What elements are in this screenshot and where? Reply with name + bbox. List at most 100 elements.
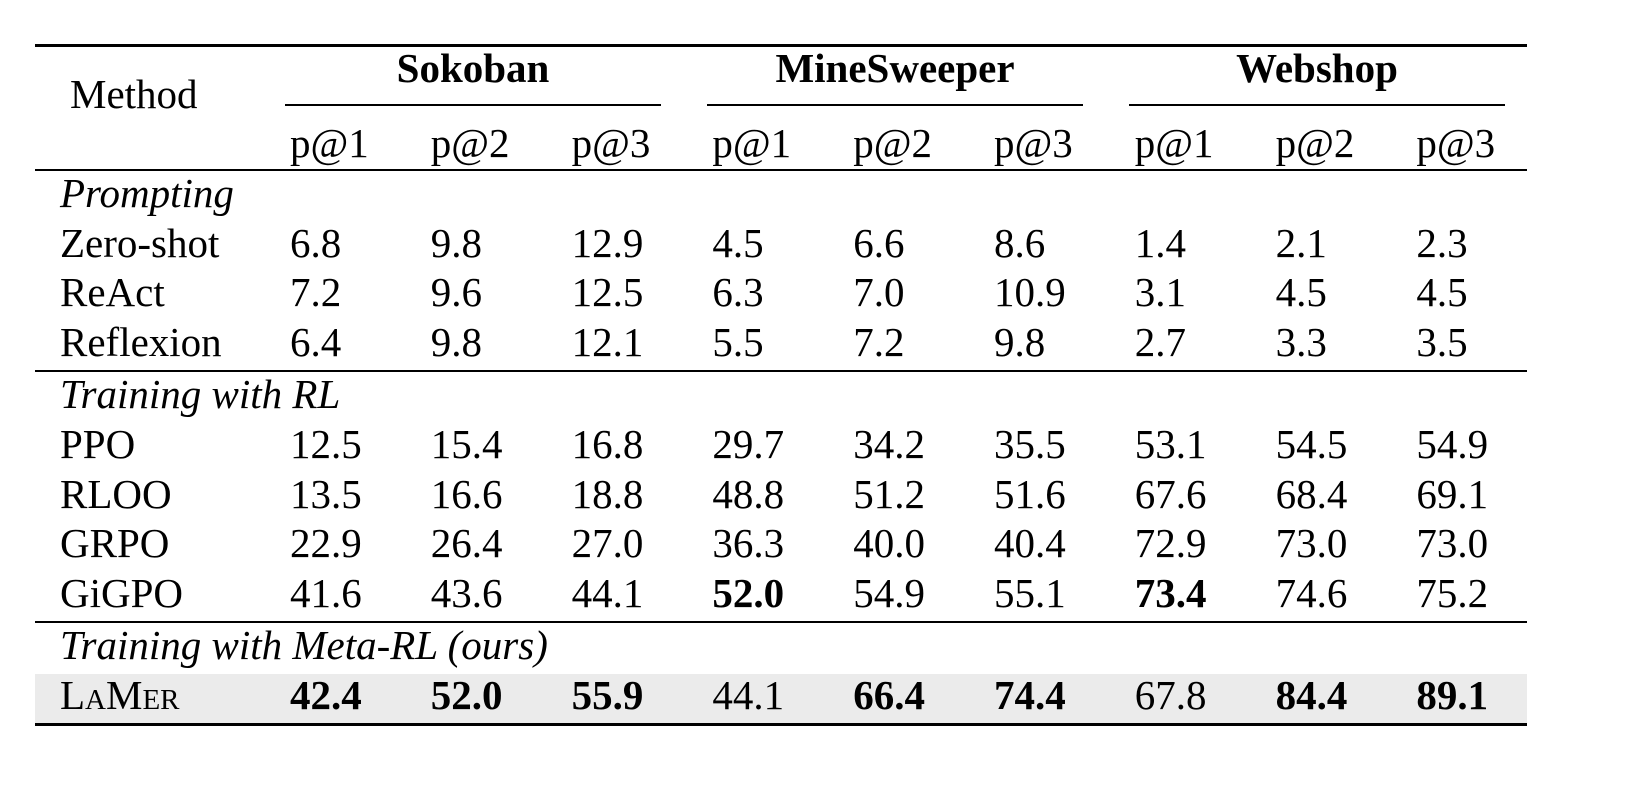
cell-value: 69.1 [1416,470,1489,517]
cell-value: 27.0 [571,520,644,567]
cell-value: 6.6 [853,219,905,266]
cell-value: 74.6 [1275,569,1348,616]
cell-value: 73.0 [1275,520,1348,567]
cell-value: 4.5 [712,219,764,266]
cell-value: 40.0 [853,520,925,567]
cell-value: 2.3 [1416,219,1468,266]
cell-value: 41.6 [290,569,362,616]
group-header: Webshop [1236,45,1398,91]
column-header: p@2 [1275,120,1355,166]
cell-value: 73.0 [1416,520,1489,567]
cell-value: 12.1 [571,319,644,366]
cell-value: 10.9 [994,269,1066,316]
cell-value: 34.2 [853,420,925,467]
method-header: Method [70,71,198,117]
cell-value: 7.2 [290,269,342,316]
column-header: p@1 [1134,120,1214,166]
cell-value: 3.3 [1275,319,1327,366]
method-name: LaMer [60,671,180,718]
cell-value: 9.8 [430,219,483,266]
header-rule [35,169,1527,171]
group-rule [285,104,661,106]
cell-value: 36.3 [712,520,785,567]
cell-value: 16.8 [571,420,644,467]
method-name: ReAct [60,269,165,316]
cell-value: 6.4 [290,319,342,366]
cell-value: 40.4 [994,520,1066,567]
cell-value: 15.4 [430,420,503,467]
group-header: MineSweeper [775,45,1015,91]
section-rule [35,370,1527,373]
column-header: p@2 [430,120,510,166]
cell-value: 44.1 [712,671,785,718]
method-name: GiGPO [60,569,184,616]
column-header: p@3 [571,120,651,166]
cell-value: 13.5 [290,470,362,517]
cell-value: 8.6 [994,219,1046,266]
cell-value: 2.1 [1275,219,1327,266]
method-name: Reflexion [60,319,222,366]
section-rule [35,620,1527,623]
cell-value: 44.1 [571,569,644,616]
cell-value: 43.6 [430,569,503,616]
cell-value: 4.5 [1416,269,1468,316]
cell-value: 84.4 [1275,671,1348,718]
cell-value: 54.9 [853,569,925,616]
cell-value: 29.7 [712,420,785,467]
cell-value: 48.8 [712,470,785,517]
cell-value: 74.4 [994,671,1066,718]
cell-value: 67.8 [1134,671,1207,718]
cell-value: 4.5 [1275,269,1327,316]
method-name: RLOO [60,470,172,517]
cell-value: 72.9 [1134,520,1207,567]
section-title: Training with RL [60,371,341,418]
cell-value: 3.5 [1416,319,1468,366]
column-header: p@3 [994,120,1073,166]
cell-value: 55.9 [571,671,644,718]
cell-value: 2.7 [1134,319,1187,366]
row-highlight [35,673,1527,723]
section-title: Prompting [60,170,234,216]
cell-value: 52.0 [712,569,785,616]
cell-value: 55.1 [994,569,1066,616]
cell-value: 9.8 [430,319,483,366]
method-name: Zero-shot [60,219,220,266]
cell-value: 89.1 [1416,671,1489,718]
cell-value: 53.1 [1134,420,1207,467]
cell-value: 68.4 [1275,470,1348,517]
cell-value: 75.2 [1416,569,1489,616]
cell-value: 7.2 [853,319,905,366]
cell-value: 7.0 [853,269,905,316]
top-rule [35,44,1527,47]
cell-value: 12.9 [571,219,644,266]
method-name: PPO [60,420,136,467]
column-header: p@2 [853,120,932,166]
cell-value: 18.8 [571,470,644,517]
cell-value: 51.6 [994,470,1066,517]
cell-value: 42.4 [290,671,362,718]
cell-value: 52.0 [430,671,503,718]
cell-value: 12.5 [290,420,362,467]
cell-value: 54.5 [1275,420,1348,467]
column-header: p@1 [712,120,792,166]
cell-value: 9.8 [994,319,1046,366]
cell-value: 6.8 [290,219,342,266]
group-rule [707,104,1083,106]
column-header: p@1 [290,120,369,166]
cell-value: 16.6 [430,470,503,517]
cell-value: 6.3 [712,269,764,316]
cell-value: 12.5 [571,269,644,316]
cell-value: 3.1 [1134,269,1187,316]
cell-value: 5.5 [712,319,764,366]
cell-value: 35.5 [994,420,1066,467]
cell-value: 67.6 [1134,470,1207,517]
cell-value: 9.6 [430,269,483,316]
cell-value: 66.4 [853,671,925,718]
group-header: Sokoban [396,45,550,91]
column-header: p@3 [1416,120,1496,166]
cell-value: 22.9 [290,520,362,567]
cell-value: 51.2 [853,470,925,517]
bottom-rule [35,722,1527,726]
group-rule [1129,104,1505,106]
